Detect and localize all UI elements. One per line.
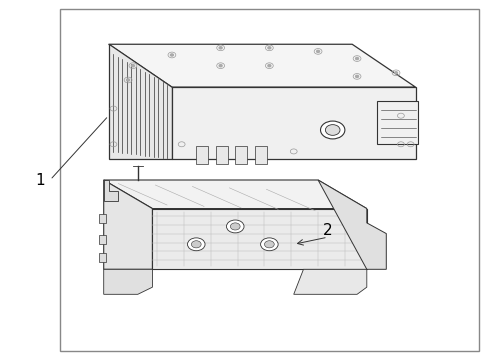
Bar <box>99 253 106 262</box>
Text: 2: 2 <box>323 222 333 238</box>
Circle shape <box>219 47 222 49</box>
Bar <box>99 235 106 244</box>
Circle shape <box>192 241 201 248</box>
Polygon shape <box>172 87 416 158</box>
Circle shape <box>171 54 173 56</box>
Text: 1: 1 <box>36 172 45 188</box>
Circle shape <box>317 50 319 53</box>
Circle shape <box>131 64 134 67</box>
Bar <box>196 146 208 164</box>
Polygon shape <box>294 269 367 294</box>
Circle shape <box>356 75 359 77</box>
Polygon shape <box>104 180 367 208</box>
Polygon shape <box>109 44 172 158</box>
Bar <box>255 146 267 164</box>
Polygon shape <box>318 180 386 269</box>
Bar <box>235 146 247 164</box>
Circle shape <box>268 64 271 67</box>
Circle shape <box>325 125 340 135</box>
Circle shape <box>126 79 129 81</box>
Circle shape <box>320 121 345 139</box>
Circle shape <box>394 72 397 74</box>
Polygon shape <box>104 180 152 269</box>
Circle shape <box>261 238 278 251</box>
Circle shape <box>265 241 274 248</box>
Polygon shape <box>104 269 152 294</box>
Circle shape <box>230 223 240 230</box>
Circle shape <box>356 58 359 60</box>
Bar <box>216 146 228 164</box>
Circle shape <box>268 47 271 49</box>
Circle shape <box>226 220 244 233</box>
Bar <box>99 214 106 223</box>
Bar <box>60 9 479 351</box>
Polygon shape <box>104 180 118 202</box>
Bar <box>376 102 418 144</box>
Circle shape <box>219 64 222 67</box>
Polygon shape <box>109 44 416 87</box>
Circle shape <box>188 238 205 251</box>
Polygon shape <box>152 208 367 269</box>
